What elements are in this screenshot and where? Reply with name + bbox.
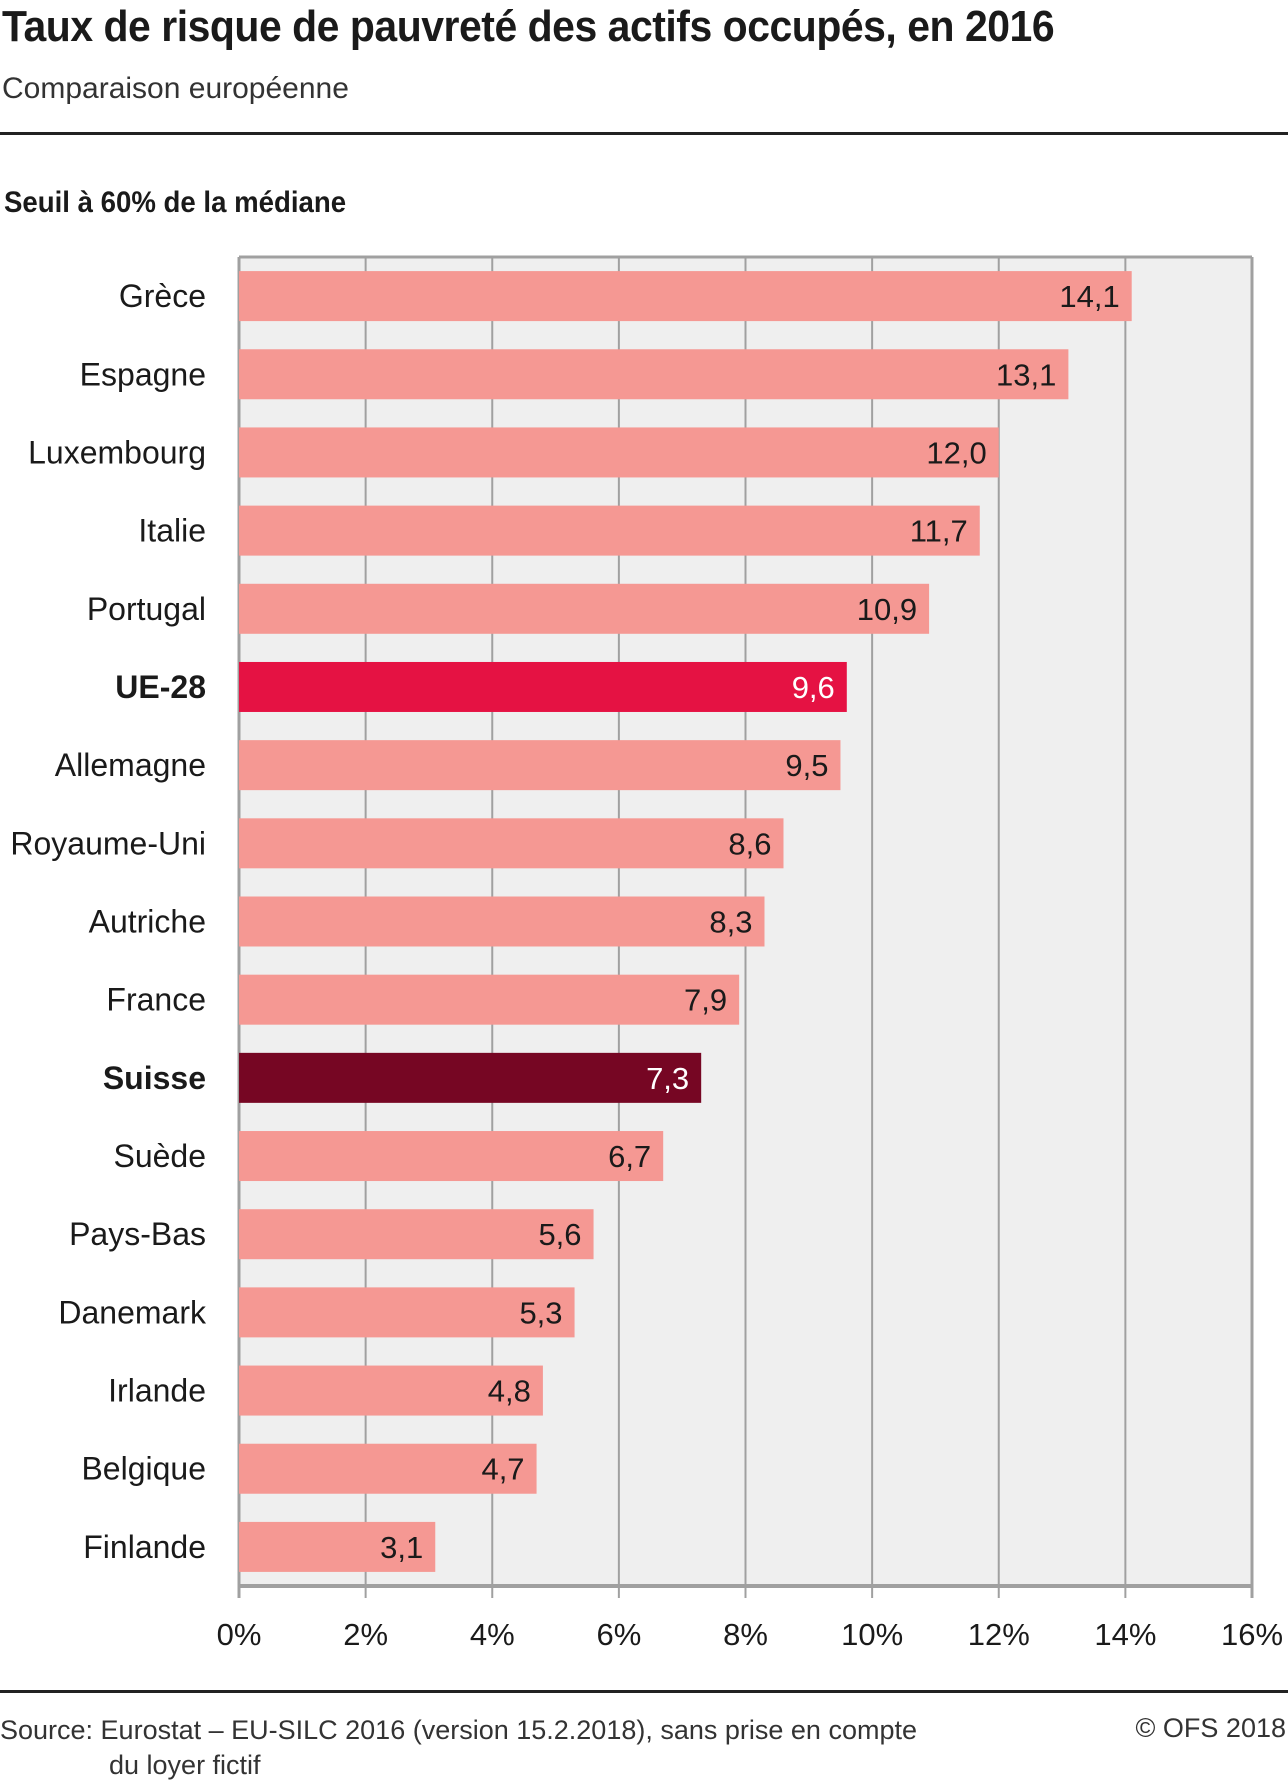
x-tick-label: 12% [968,1617,1030,1652]
value-label: 13,1 [996,357,1056,392]
bar-belgique [239,1443,537,1494]
bar-suisse [239,1052,702,1103]
value-label: 9,6 [792,670,835,705]
category-label: Pays-Bas [69,1216,206,1252]
value-label: 4,7 [481,1452,524,1487]
x-tick-label: 16% [1221,1617,1283,1652]
category-label: Grèce [119,278,206,314]
x-tick-label: 14% [1094,1617,1156,1652]
category-label: Danemark [58,1294,207,1330]
x-tick-label: 10% [841,1617,903,1652]
chart-subtitle: Comparaison européenne [2,72,349,105]
value-label: 5,3 [519,1295,562,1330]
bar-autriche [239,896,765,947]
value-label: 10,9 [857,592,917,627]
bar-portugal [239,583,930,634]
value-label: 4,8 [488,1374,531,1409]
value-label: 5,6 [538,1217,581,1252]
x-tick-label: 0% [217,1617,262,1652]
x-tick-label: 8% [723,1617,768,1652]
bar-chart: Grèce Espagne Luxembourg Italie Portugal UE-2… [10,255,1283,1652]
x-tick-label: 6% [596,1617,641,1652]
x-tick-label: 2% [343,1617,388,1652]
source-line-2: du loyer fictif [109,1750,261,1780]
category-label: Allemagne [55,747,206,783]
category-label: Irlande [108,1373,206,1409]
value-label: 3,1 [380,1530,423,1565]
value-label: 8,6 [728,826,771,861]
category-label: Autriche [89,904,206,940]
bottom-divider [0,1690,1288,1693]
bar-gr-ce [239,271,1132,322]
source-line-1: Source: Eurostat – EU-SILC 2016 (version… [0,1715,917,1745]
top-divider [0,132,1288,135]
category-label: Portugal [87,591,206,627]
bar-royaume-uni [239,818,784,869]
category-label: Suisse [103,1060,206,1096]
category-label: Italie [138,513,206,549]
category-label: Luxembourg [28,434,206,470]
value-label: 8,3 [709,905,752,940]
bar-france [239,974,740,1025]
x-tick-label: 4% [470,1617,515,1652]
category-label: UE-28 [115,669,206,705]
bar-italie [239,505,980,556]
copyright: © OFS 2018 [1135,1713,1286,1743]
section-heading: Seuil à 60% de la médiane [4,186,347,219]
bar-pays-bas [239,1209,594,1260]
chart-title: Taux de risque de pauvreté des actifs oc… [2,2,1055,51]
value-label: 7,3 [646,1061,689,1096]
value-label: 12,0 [926,435,986,470]
category-label: Espagne [80,356,206,392]
value-label: 9,5 [785,748,828,783]
bar-irlande [239,1365,543,1416]
bar-finlande [239,1521,436,1572]
category-label: Suède [113,1138,206,1174]
value-label: 11,7 [910,514,968,549]
value-label: 6,7 [608,1139,651,1174]
value-label: 14,1 [1059,279,1119,314]
category-label: Royaume-Uni [10,825,206,861]
bar-danemark [239,1287,575,1338]
bar-su-de [239,1131,664,1182]
source-note: Source: Eurostat – EU-SILC 2016 (version… [0,1713,917,1783]
bar-espagne [239,349,1069,400]
value-label: 7,9 [684,983,727,1018]
category-label: Belgique [81,1451,206,1487]
category-label: Finlande [83,1529,206,1565]
category-label: France [106,982,206,1018]
bar-ue-28 [239,661,847,712]
bar-luxembourg [239,427,999,478]
bar-allemagne [239,740,841,791]
